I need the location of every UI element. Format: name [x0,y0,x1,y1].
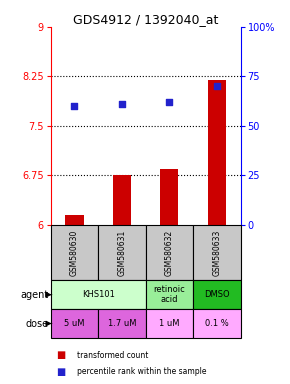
Text: 5 uM: 5 uM [64,319,85,328]
Bar [98,225,146,280]
Point [120,101,124,107]
Bar [193,225,241,280]
Bar [98,309,146,338]
Bar [160,169,178,225]
Text: GSM580631: GSM580631 [117,229,126,276]
Bar [51,225,98,280]
Bar [208,79,226,225]
Title: GDS4912 / 1392040_at: GDS4912 / 1392040_at [73,13,218,26]
Text: retinoic
acid: retinoic acid [154,285,185,305]
Bar [51,280,146,309]
Bar [146,225,193,280]
Bar [146,309,193,338]
Point [167,99,172,105]
Text: ■: ■ [57,367,66,377]
Point [72,103,77,109]
Bar [51,309,98,338]
Text: 1 uM: 1 uM [159,319,180,328]
Text: 0.1 %: 0.1 % [205,319,229,328]
Point [215,83,219,89]
Text: dose: dose [26,318,49,329]
Text: ■: ■ [57,350,66,360]
Text: DMSO: DMSO [204,290,230,299]
Text: GSM580633: GSM580633 [213,229,222,276]
Text: percentile rank within the sample: percentile rank within the sample [77,367,206,376]
Bar [113,175,131,225]
Text: GSM580630: GSM580630 [70,229,79,276]
Bar [193,280,241,309]
Text: KHS101: KHS101 [82,290,115,299]
Bar [66,215,84,225]
Text: 1.7 uM: 1.7 uM [108,319,136,328]
Text: GSM580632: GSM580632 [165,229,174,276]
Bar [193,309,241,338]
Bar [146,280,193,309]
Text: agent: agent [21,290,49,300]
Text: transformed count: transformed count [77,351,148,360]
